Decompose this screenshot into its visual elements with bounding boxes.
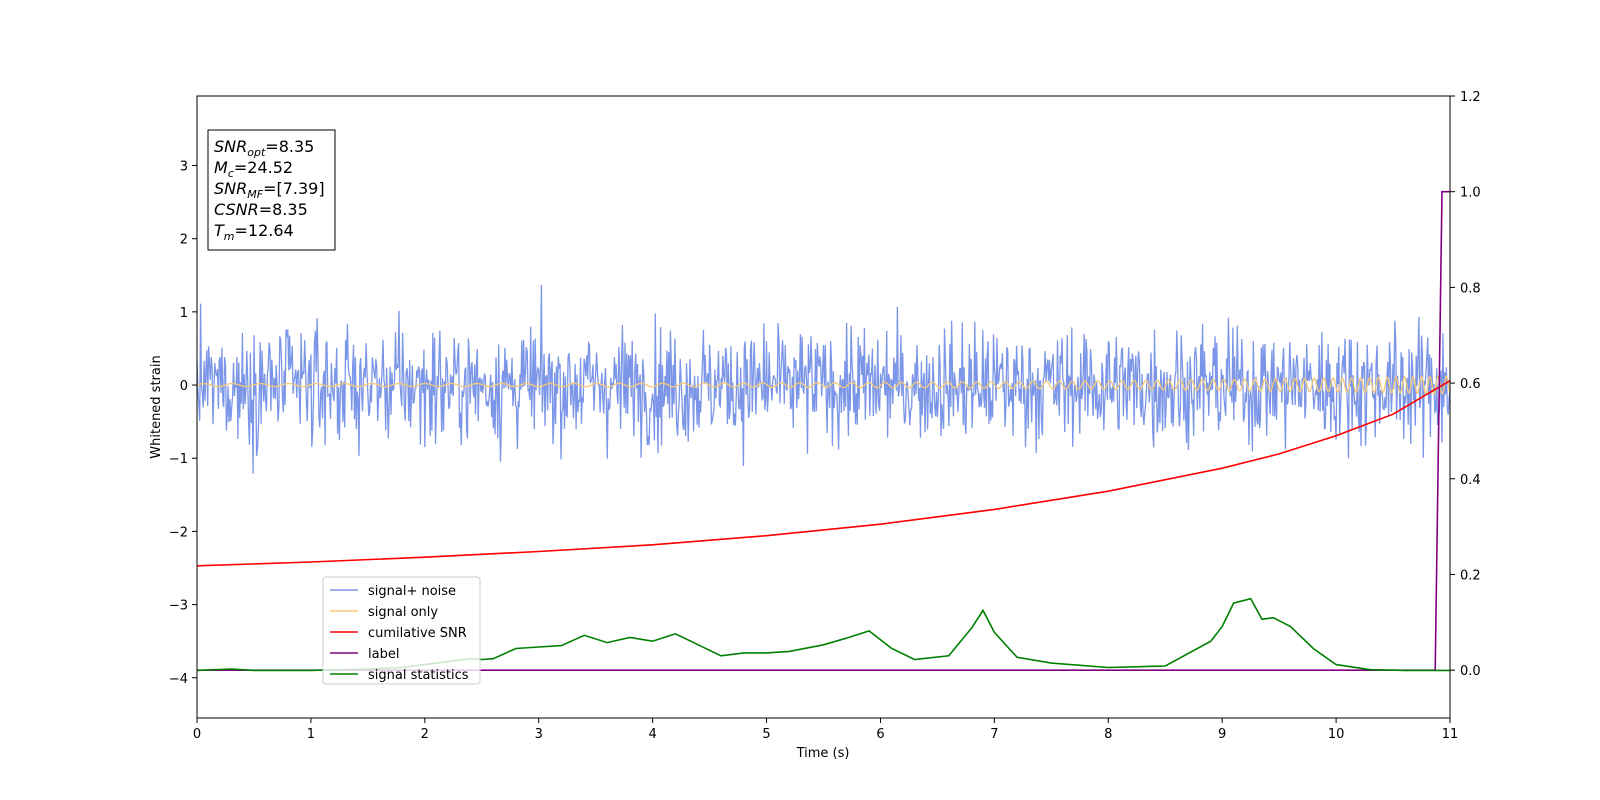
info-box-line: SNRMF=[7.39] [214, 179, 325, 201]
y-right-tick-label: 0.6 [1460, 377, 1481, 392]
series-signal-noise [197, 284, 1450, 474]
plot-frame [196, 95, 1451, 719]
legend-label: signal statistics [368, 668, 469, 683]
series-label [197, 190, 1450, 671]
y-left-tick-label: 2 [180, 233, 188, 248]
x-tick-label: 0 [193, 727, 201, 742]
x-tick-label: 5 [762, 727, 770, 742]
y-left-tick-label: −2 [169, 525, 188, 540]
x-tick-label: 10 [1328, 727, 1345, 742]
info-box-line: Mc=24.52 [214, 158, 293, 180]
y-left-tick-label: −1 [169, 452, 188, 467]
y-axis-right: 0.0 0.2 0.4 0.6 0.8 1.0 1.2 [1450, 90, 1481, 679]
legend-label: label [368, 647, 399, 662]
y-right-tick-label: 1.0 [1460, 186, 1481, 201]
y-axis-label: Whitened strain [149, 355, 164, 458]
x-tick-label: 4 [648, 727, 656, 742]
series-cumulative-snr [197, 380, 1450, 567]
y-left-tick-label: 1 [180, 306, 188, 321]
x-tick-label: 3 [535, 727, 543, 742]
legend-frame [322, 576, 481, 685]
info-box-line: SNRopt=8.35 [214, 137, 314, 159]
x-axis: 0 1 2 3 4 5 6 7 8 9 10 11 [193, 718, 1458, 742]
x-tick-label: 11 [1442, 727, 1459, 742]
x-tick-label: 1 [307, 727, 315, 742]
y-right-tick-label: 0.0 [1460, 664, 1481, 679]
legend: signal+ noise signal only cumilative SNR la… [322, 576, 481, 685]
x-tick-label: 9 [1218, 727, 1226, 742]
y-right-tick-label: 0.4 [1460, 473, 1481, 488]
y-left-tick-label: 3 [180, 160, 188, 175]
info-box-frame [207, 129, 336, 251]
legend-label: signal+ noise [368, 584, 456, 599]
x-tick-label: 2 [421, 727, 429, 742]
y-right-tick-label: 0.2 [1460, 568, 1481, 583]
y-axis-left: −4 −3 −2 −1 0 1 2 3 [169, 160, 197, 687]
y-right-tick-label: 0.8 [1460, 281, 1481, 296]
series-signal-only [197, 375, 1450, 395]
x-axis-label: Time (s) [796, 746, 850, 761]
info-box: SNRopt=8.35Mc=24.52SNRMF=[7.39]CSNR=8.35… [207, 129, 336, 251]
y-left-tick-label: 0 [180, 379, 188, 394]
x-tick-label: 6 [876, 727, 884, 742]
x-tick-label: 7 [990, 727, 998, 742]
y-right-tick-label: 1.2 [1460, 90, 1481, 105]
info-box-line: CSNR=8.35 [214, 200, 308, 219]
y-left-tick-label: −4 [169, 672, 188, 687]
info-box-line: Tm=12.64 [214, 221, 294, 243]
legend-label: cumilative SNR [368, 626, 467, 641]
x-tick-label: 8 [1104, 727, 1112, 742]
legend-label: signal only [368, 605, 438, 620]
y-left-tick-label: −3 [169, 599, 188, 614]
